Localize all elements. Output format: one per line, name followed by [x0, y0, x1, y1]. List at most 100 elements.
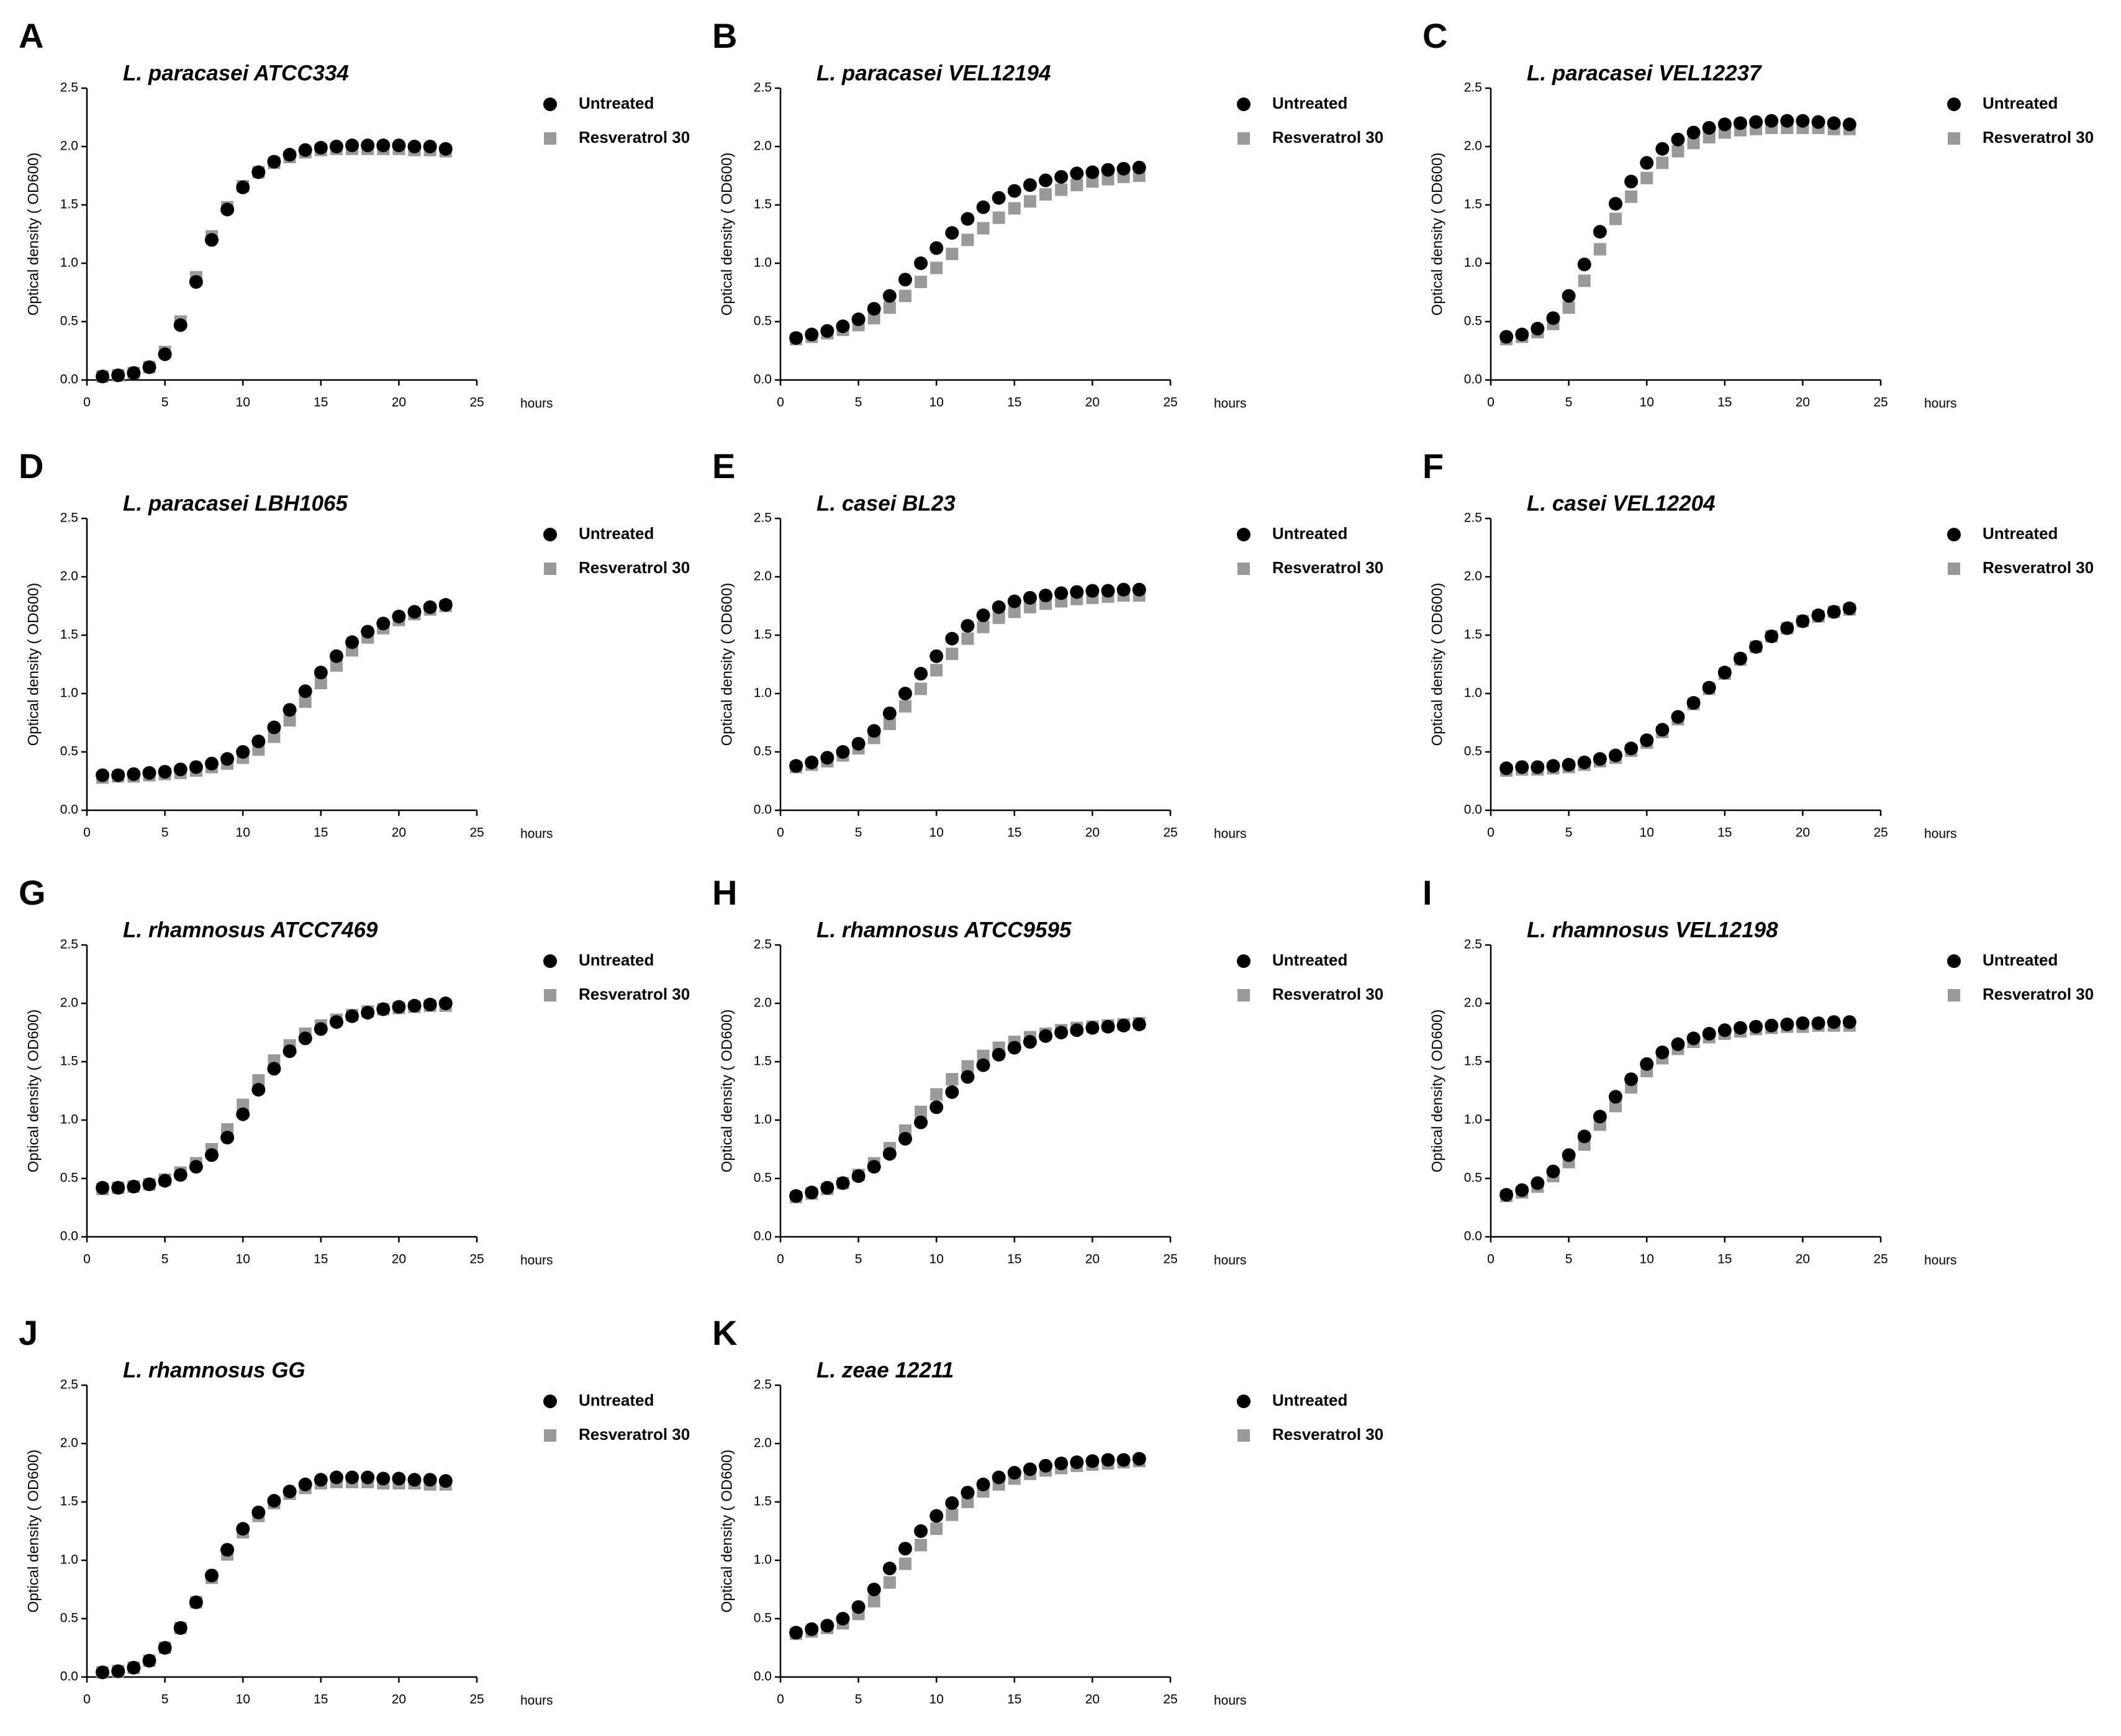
data-point [423, 1473, 437, 1487]
data-point [251, 1083, 266, 1097]
data-point [1827, 116, 1841, 130]
chart-panel: E L. casei BL23 0.0 0.5 1.0 1.5 2.0 2.5 0 5 10 15 20… [712, 446, 1383, 841]
data-point [204, 233, 219, 247]
data-point [1562, 757, 1576, 772]
y-axis-label: Optical density ( OD600) [718, 1010, 735, 1173]
x-tick-label: 25 [1873, 1252, 1888, 1267]
legend-label: Resveratrol 30 [1983, 558, 2094, 577]
data-point [915, 1539, 928, 1552]
data-point [1671, 145, 1685, 158]
data-point [882, 289, 897, 303]
data-point [1765, 629, 1779, 643]
data-point [189, 1595, 203, 1609]
x-tick-label: 5 [161, 1252, 169, 1267]
x-tick-label: 0 [1487, 1252, 1495, 1267]
y-tick-label: 1.0 [60, 1553, 78, 1567]
x-tick-label: 25 [1163, 396, 1177, 410]
data-point [1116, 1453, 1131, 1467]
data-point [127, 366, 141, 380]
data-point [204, 756, 219, 771]
data-point [345, 1009, 360, 1023]
data-point [1609, 212, 1622, 225]
data-point [438, 142, 453, 156]
legend-label: Untreated [1983, 524, 2058, 543]
data-point [945, 1496, 959, 1510]
legend-label: Resveratrol 30 [579, 1425, 690, 1444]
data-point [946, 247, 959, 260]
data-point [423, 140, 437, 153]
data-point [1562, 1148, 1576, 1162]
y-tick-label: 0.0 [1464, 803, 1482, 817]
x-tick-label: 10 [929, 1693, 944, 1707]
data-point [1039, 589, 1053, 603]
data-point [1101, 173, 1115, 186]
y-tick-label: 2.5 [754, 81, 772, 95]
data-point [96, 1665, 110, 1679]
data-point [392, 138, 406, 153]
panel-letter: B [712, 16, 737, 55]
data-point [96, 369, 110, 384]
x-tick-label: 15 [314, 396, 328, 410]
x-tick-label: 20 [1085, 396, 1100, 410]
data-point [898, 1542, 912, 1556]
data-point [961, 1070, 975, 1084]
x-tick-label: 20 [392, 1252, 406, 1267]
data-point [438, 598, 453, 612]
y-tick-label: 0.0 [754, 1229, 772, 1244]
data-point [283, 714, 296, 727]
panel-letter: K [712, 1313, 737, 1352]
legend-marker [1237, 1429, 1250, 1442]
data-point [961, 233, 974, 246]
chart-title: L. rhamnosus ATCC9595 [816, 918, 1072, 942]
x-axis-label: hours [520, 1694, 553, 1708]
y-tick-label: 2.0 [754, 139, 772, 153]
chart-title: L. zeae 12211 [816, 1358, 954, 1382]
data-point [1593, 243, 1606, 256]
data-point [977, 222, 990, 235]
data-point [236, 1107, 250, 1121]
y-axis-label: Optical density ( OD600) [25, 1010, 42, 1173]
x-tick-label: 0 [83, 826, 91, 840]
data-point [1842, 117, 1856, 132]
data-point [1703, 130, 1716, 143]
data-point [898, 700, 911, 713]
data-point [1577, 1129, 1591, 1144]
data-point [961, 1060, 974, 1073]
chart-panel: I L. rhamnosus VEL12198 0.0 0.5 1.0 1.5 2.0 2.5… [1422, 873, 2094, 1268]
data-point [789, 1189, 803, 1203]
y-tick-label: 0.5 [754, 1611, 772, 1625]
data-point [1796, 1016, 1810, 1030]
y-tick-label: 2.5 [60, 81, 78, 95]
data-point [898, 1557, 911, 1570]
y-tick-label: 2.0 [1464, 569, 1482, 584]
data-point [1070, 1455, 1084, 1470]
data-point [914, 667, 928, 681]
data-point [236, 745, 250, 759]
data-point [976, 608, 990, 623]
data-point [1811, 115, 1825, 129]
data-point [977, 620, 990, 633]
data-point [330, 659, 343, 672]
data-point [961, 632, 974, 645]
data-point [376, 138, 391, 153]
data-point [1007, 1466, 1021, 1480]
y-tick-label: 2.0 [1464, 139, 1482, 153]
data-point [298, 1031, 312, 1046]
data-point [298, 143, 312, 157]
data-point [914, 1524, 928, 1538]
data-point [867, 1583, 881, 1596]
x-axis-label: hours [1924, 397, 1957, 411]
data-point [111, 1664, 125, 1678]
data-point [1656, 156, 1669, 170]
legend-label: Resveratrol 30 [1272, 558, 1383, 577]
data-point [267, 720, 281, 735]
data-point [1070, 1023, 1084, 1038]
y-tick-label: 0.5 [1464, 744, 1482, 759]
y-tick-label: 2.5 [60, 511, 78, 525]
x-tick-label: 10 [1640, 396, 1654, 410]
x-tick-label: 10 [236, 826, 250, 840]
y-tick-label: 0.0 [60, 1670, 78, 1684]
data-point [204, 1568, 219, 1583]
data-point [820, 324, 834, 338]
